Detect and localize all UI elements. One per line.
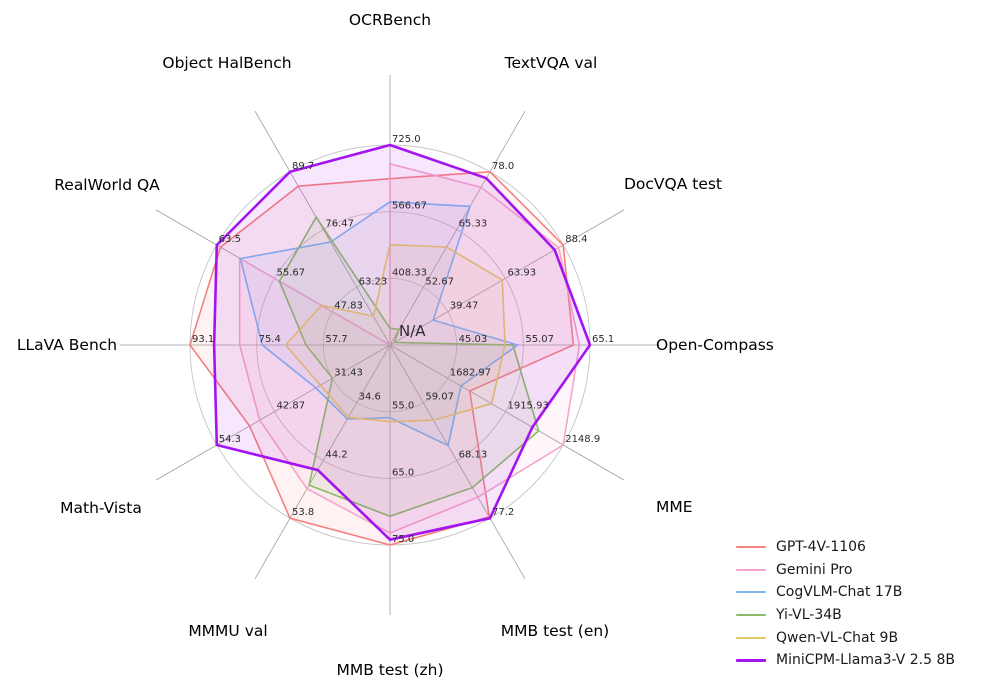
tick-label-docvqa-test-2: 39.47 — [450, 301, 479, 312]
tick-label-mmb-test-en-0: 77.2 — [492, 507, 514, 518]
axis-label-textvqa-val: TextVQA val — [504, 54, 598, 72]
legend-swatch-yi-vl-34b — [736, 614, 766, 617]
legend-label-gemini-pro: Gemini Pro — [776, 561, 853, 578]
tick-label-docvqa-test-0: 88.4 — [565, 234, 587, 245]
legend-label-cogvlm-chat-17b: CogVLM-Chat 17B — [776, 584, 903, 601]
tick-label-math-vista-0: 54.3 — [219, 434, 241, 445]
tick-label-realworld-qa-1: 55.67 — [277, 267, 306, 278]
axis-label-open-compass: Open-Compass — [656, 336, 774, 354]
axis-label-mme: MME — [656, 498, 693, 516]
tick-label-open-compass-2: 45.03 — [459, 334, 488, 345]
tick-label-mmmu-val-1: 44.2 — [325, 449, 347, 460]
axis-label-math-vista: Math-Vista — [60, 499, 142, 517]
axis-label-mmb-test-zh: MMB test (zh) — [336, 661, 443, 679]
legend-item-gemini-pro: Gemini Pro — [736, 559, 955, 582]
tick-label-open-compass-1: 55.07 — [525, 334, 554, 345]
tick-label-textvqa-val-2: 52.67 — [425, 276, 454, 287]
radar-spoke-mmmu-val — [254, 344, 391, 580]
tick-label-mme-0: 2148.9 — [565, 434, 600, 445]
legend-item-yi-vl-34b: Yi-VL-34B — [736, 604, 955, 627]
tick-label-math-vista-1: 42.87 — [277, 401, 306, 412]
axis-label-mmmu-val: MMMU val — [188, 622, 267, 640]
legend-swatch-cogvlm-chat-17b — [736, 591, 766, 594]
center-na-label: N/A — [399, 322, 426, 340]
series-polygon-cogvlm-chat-17b — [239, 200, 520, 447]
tick-label-mmb-test-zh-2: 55.0 — [392, 401, 414, 412]
radar-spoke-math-vista — [155, 344, 391, 481]
series-polygon-minicpm-llama3-v-2-5-8b — [212, 143, 592, 542]
tick-label-open-compass-0: 65.1 — [592, 334, 614, 345]
axis-label-object-halbench: Object HalBench — [162, 54, 291, 72]
radar-spoke-docvqa-test — [389, 209, 625, 346]
legend-label-yi-vl-34b: Yi-VL-34B — [776, 607, 842, 624]
tick-label-llava-bench-2: 57.7 — [325, 334, 347, 345]
tick-label-math-vista-2: 31.43 — [334, 367, 363, 378]
tick-label-ocrbench-2: 408.33 — [392, 267, 427, 278]
axis-label-docvqa-test: DocVQA test — [624, 175, 722, 193]
tick-label-mme-2: 1682.97 — [450, 367, 491, 378]
legend-item-gpt-4v-1106: GPT-4V-1106 — [736, 536, 955, 559]
series-polygon-qwen-vl-chat-9b — [284, 243, 506, 423]
tick-label-object-halbench-0: 89.7 — [292, 161, 314, 172]
axis-label-ocrbench: OCRBench — [349, 11, 431, 29]
tick-label-mmb-test-en-2: 59.07 — [425, 392, 454, 403]
legend-item-cogvlm-chat-17b: CogVLM-Chat 17B — [736, 581, 955, 604]
axis-label-mmb-test-en: MMB test (en) — [501, 622, 609, 640]
tick-label-object-halbench-2: 63.23 — [359, 276, 388, 287]
radar-spoke-mme — [389, 344, 625, 481]
axis-label-realworld-qa: RealWorld QA — [54, 176, 160, 194]
tick-label-realworld-qa-2: 47.83 — [334, 301, 363, 312]
tick-label-mmmu-val-0: 53.8 — [292, 507, 314, 518]
tick-label-ocrbench-0: 725.0 — [392, 134, 421, 145]
tick-label-realworld-qa-0: 63.5 — [219, 234, 241, 245]
radar-spoke-textvqa-val — [389, 110, 526, 346]
tick-label-mmb-test-zh-1: 65.0 — [392, 467, 414, 478]
legend-label-qwen-vl-chat-9b: Qwen-VL-Chat 9B — [776, 629, 899, 646]
radar-spoke-mmb-test-en — [389, 344, 526, 580]
axis-label-llava-bench: LLaVA Bench — [17, 336, 117, 354]
tick-label-llava-bench-0: 93.1 — [192, 334, 214, 345]
tick-label-ocrbench-1: 566.67 — [392, 201, 427, 212]
tick-label-llava-bench-1: 75.4 — [259, 334, 281, 345]
legend-label-minicpm-llama3-v-2-5-8b: MiniCPM-Llama3-V 2.5 8B — [776, 652, 955, 669]
chart-legend: GPT-4V-1106 Gemini Pro CogVLM-Chat 17B Yi-V… — [736, 536, 955, 672]
legend-swatch-minicpm-llama3-v-2-5-8b — [736, 658, 766, 662]
tick-label-mmb-test-zh-0: 75.0 — [392, 534, 414, 545]
tick-label-textvqa-val-0: 78.0 — [492, 161, 514, 172]
legend-item-minicpm-llama3-v-2-5-8b: MiniCPM-Llama3-V 2.5 8B — [736, 649, 955, 672]
legend-swatch-gpt-4v-1106 — [736, 546, 766, 549]
tick-label-mme-1: 1915.93 — [507, 401, 548, 412]
tick-label-mmb-test-en-1: 68.13 — [459, 449, 488, 460]
legend-swatch-gemini-pro — [736, 568, 766, 571]
tick-label-textvqa-val-1: 65.33 — [459, 219, 488, 230]
legend-label-gpt-4v-1106: GPT-4V-1106 — [776, 539, 866, 556]
tick-label-docvqa-test-1: 63.93 — [507, 267, 536, 278]
series-polygon-yi-vl-34b — [278, 215, 540, 518]
tick-label-mmmu-val-2: 34.6 — [359, 392, 381, 403]
tick-label-object-halbench-1: 76.47 — [325, 219, 354, 230]
legend-item-qwen-vl-chat-9b: Qwen-VL-Chat 9B — [736, 626, 955, 649]
legend-swatch-qwen-vl-chat-9b — [736, 636, 766, 639]
